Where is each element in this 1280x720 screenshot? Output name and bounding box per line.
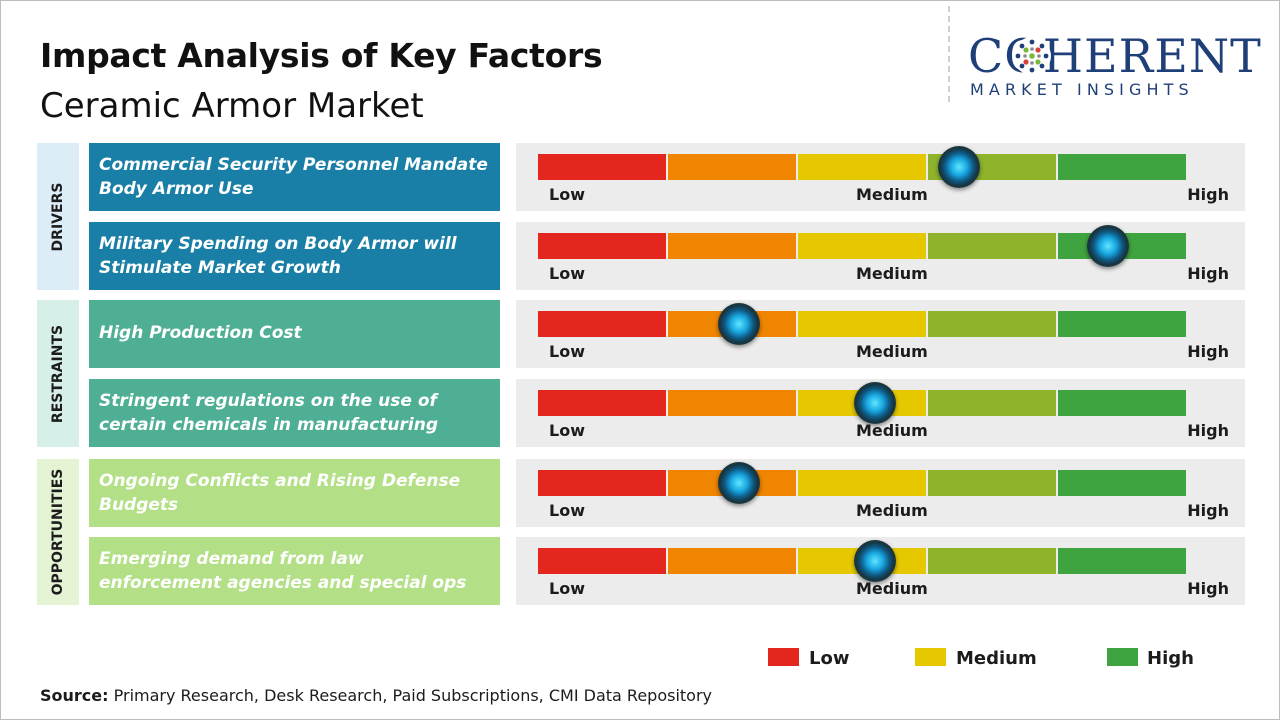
scale-label-high: High: [1187, 421, 1229, 440]
impact-indicator: [717, 462, 760, 504]
scale-segment: [538, 233, 666, 259]
source-text: Primary Research, Desk Research, Paid Su…: [108, 686, 712, 705]
scale-segment: [668, 154, 796, 180]
scale-segment: [1058, 548, 1186, 574]
scale-segment: [668, 548, 796, 574]
impact-scale-bar: [538, 382, 1186, 424]
scale-segment: [538, 154, 666, 180]
company-logo: COHERENT MARKET INSIGHTS: [968, 30, 1268, 102]
logo-divider: [948, 6, 950, 102]
scale-label-medium: Medium: [856, 579, 928, 598]
impact-scale-bar: [538, 225, 1186, 267]
scale-label-low: Low: [549, 421, 585, 440]
impact-indicator: [717, 303, 760, 345]
scale-segment: [798, 154, 926, 180]
factor-label: Ongoing Conflicts and Rising Defense Bud…: [89, 459, 500, 527]
scale-label-low: Low: [549, 342, 585, 361]
scale-label-high: High: [1187, 579, 1229, 598]
source-label: Source:: [40, 686, 109, 705]
scale-segment: [928, 548, 1056, 574]
scale-segment: [538, 311, 666, 337]
scale-label-medium: Medium: [856, 264, 928, 283]
impact-indicator: [853, 540, 896, 582]
scale-label-low: Low: [549, 264, 585, 283]
factor-label: High Production Cost: [89, 300, 500, 368]
factor-label: Stringent regulations on the use of cert…: [89, 379, 500, 447]
impact-indicator: [938, 146, 981, 188]
page-title: Impact Analysis of Key Factors: [40, 36, 603, 75]
legend-label: Medium: [956, 648, 1037, 669]
scale-label-high: High: [1187, 501, 1229, 520]
scale-segment: [1058, 470, 1186, 496]
scale-segment: [928, 390, 1056, 416]
logo-dots-icon: [1013, 37, 1051, 75]
scale-label-high: High: [1187, 185, 1229, 204]
legend-label: Low: [809, 648, 850, 669]
scale-segment: [798, 233, 926, 259]
legend-swatch: [1107, 648, 1138, 666]
scale-label-low: Low: [549, 501, 585, 520]
source-note: Source: Primary Research, Desk Research,…: [40, 686, 712, 705]
scale-segment: [668, 390, 796, 416]
scale-segment: [798, 311, 926, 337]
scale-label-medium: Medium: [856, 342, 928, 361]
impact-scale-bar: [538, 303, 1186, 345]
impact-indicator: [853, 382, 896, 424]
legend-swatch: [768, 648, 799, 666]
scale-label-medium: Medium: [856, 501, 928, 520]
scale-segment: [668, 233, 796, 259]
factor-label: Emerging demand from law enforcement age…: [89, 537, 500, 605]
scale-segment: [1058, 390, 1186, 416]
impact-meter: Low Medium High: [516, 300, 1245, 368]
scale-segment: [928, 311, 1056, 337]
scale-segment: [1058, 154, 1186, 180]
impact-meter: Low Medium High: [516, 459, 1245, 527]
category-label: RESTRAINTS: [50, 324, 66, 423]
impact-meter: Low Medium High: [516, 222, 1245, 290]
page-subtitle: Ceramic Armor Market: [40, 86, 424, 126]
legend-swatch: [915, 648, 946, 666]
legend-label: High: [1147, 648, 1194, 669]
factor-label: Military Spending on Body Armor will Sti…: [89, 222, 500, 290]
category-restraints: RESTRAINTS: [37, 300, 79, 447]
category-opportunities: OPPORTUNITIES: [37, 459, 79, 605]
scale-segment: [538, 548, 666, 574]
scale-segment: [798, 470, 926, 496]
scale-label-high: High: [1187, 264, 1229, 283]
scale-label-high: High: [1187, 342, 1229, 361]
scale-segment: [538, 470, 666, 496]
logo-tagline: MARKET INSIGHTS: [970, 80, 1194, 99]
scale-label-low: Low: [549, 579, 585, 598]
scale-label-medium: Medium: [856, 185, 928, 204]
impact-scale-bar: [538, 146, 1186, 188]
impact-meter: Low Medium High: [516, 379, 1245, 447]
impact-scale-bar: [538, 462, 1186, 504]
factor-label: Commercial Security Personnel Mandate Bo…: [89, 143, 500, 211]
scale-segment: [1058, 311, 1186, 337]
scale-segment: [538, 390, 666, 416]
impact-meter: Low Medium High: [516, 537, 1245, 605]
category-label: DRIVERS: [50, 182, 66, 251]
scale-label-low: Low: [549, 185, 585, 204]
scale-segment: [928, 470, 1056, 496]
impact-indicator: [1087, 225, 1130, 267]
scale-label-medium: Medium: [856, 421, 928, 440]
category-drivers: DRIVERS: [37, 143, 79, 290]
impact-scale-bar: [538, 540, 1186, 582]
category-label: OPPORTUNITIES: [50, 468, 66, 596]
scale-segment: [928, 233, 1056, 259]
impact-meter: Low Medium High: [516, 143, 1245, 211]
